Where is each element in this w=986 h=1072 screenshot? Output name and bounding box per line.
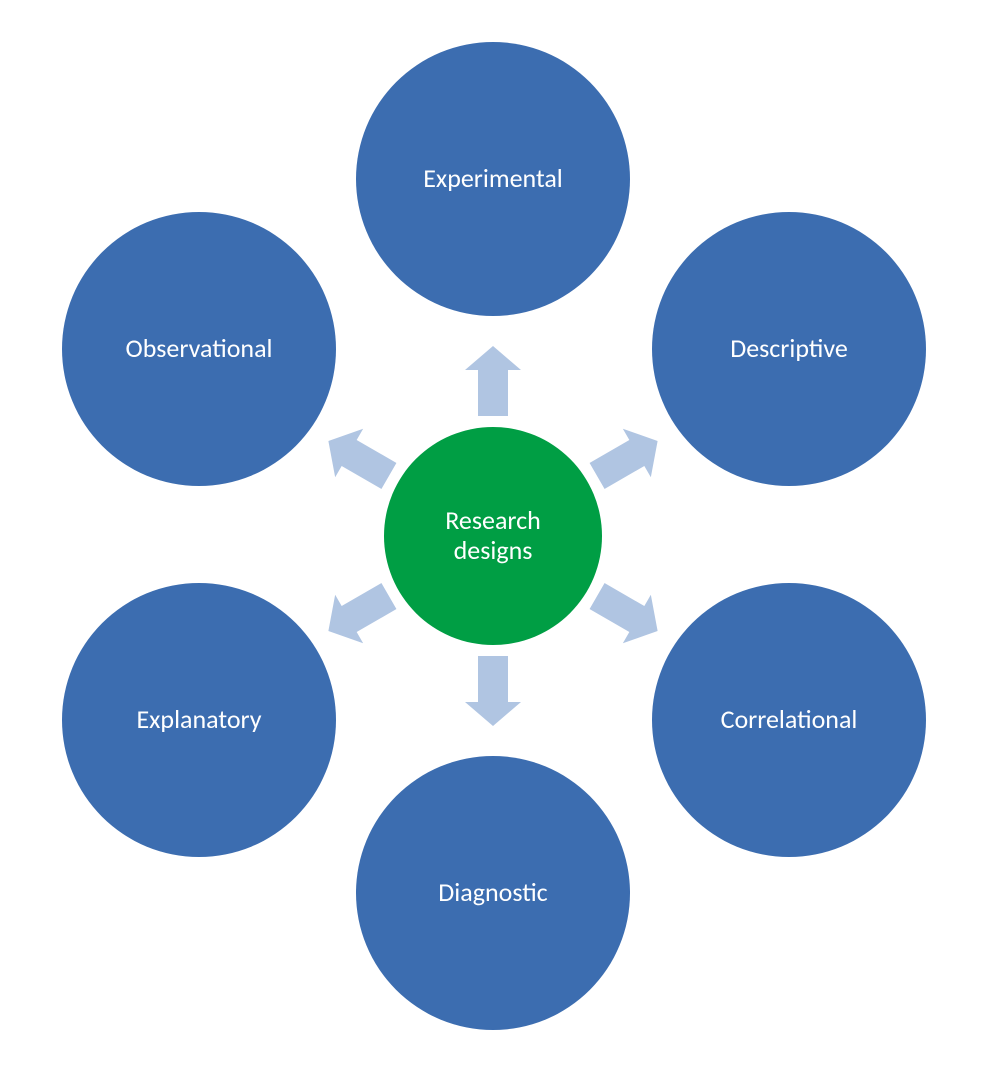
node-descriptive: Descriptive	[652, 212, 926, 486]
node-experimental: Experimental	[356, 42, 630, 316]
arrow-0	[465, 346, 521, 416]
node-explanatory: Explanatory	[62, 583, 336, 857]
node-correlational: Correlational	[652, 583, 926, 857]
arrow-3	[465, 656, 521, 726]
node-diagnostic: Diagnostic	[356, 756, 630, 1030]
node-observational: Observational	[62, 212, 336, 486]
arrow-5	[314, 417, 403, 500]
arrow-1	[583, 417, 672, 500]
arrow-2	[583, 572, 672, 655]
arrow-4	[314, 572, 403, 655]
research-designs-diagram: Research designs ExperimentalDescriptive C…	[0, 0, 986, 1072]
center-node: Research designs	[384, 427, 602, 645]
